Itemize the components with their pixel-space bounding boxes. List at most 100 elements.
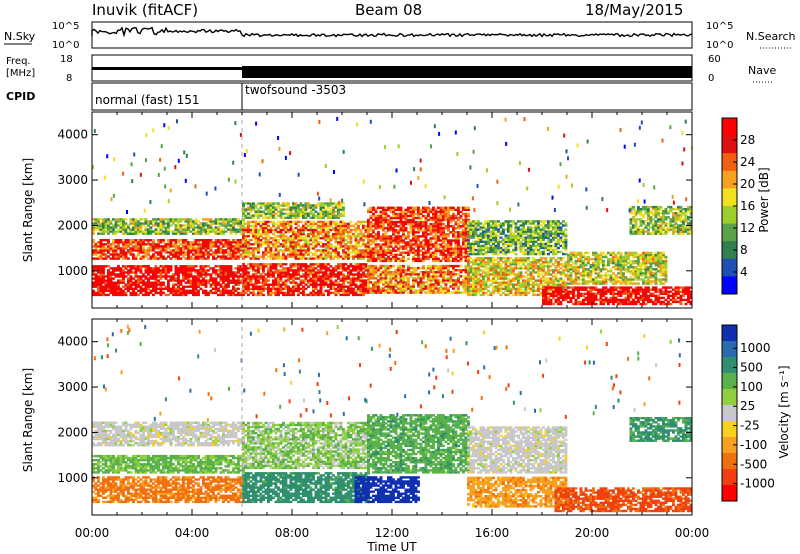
heatmap-cell: [379, 239, 383, 242]
heatmap-cell: [369, 225, 373, 228]
heatmap-cell: [402, 231, 405, 234]
heatmap-cell: [287, 216, 290, 219]
heatmap-cell: [114, 267, 118, 270]
heatmap-cell: [394, 271, 398, 274]
heatmap-cell: [177, 222, 180, 225]
heatmap-cell: [512, 277, 515, 280]
heatmap-cell: [229, 281, 233, 284]
heatmap-cell: [257, 275, 260, 278]
heatmap-cell: [362, 224, 365, 228]
heatmap-cell: [439, 287, 443, 290]
heatmap-cell: [257, 293, 260, 297]
heatmap-cell: [417, 259, 420, 263]
heatmap-cell: [372, 283, 375, 286]
heatmap-cell: [474, 277, 478, 280]
heatmap-cell: [499, 283, 503, 286]
heatmap-cell: [274, 283, 278, 286]
heatmap-cell: [332, 232, 335, 236]
heatmap-cell: [452, 259, 455, 263]
heatmap-cell: [424, 216, 428, 220]
heatmap-cell: [252, 208, 255, 211]
heatmap-cell: [237, 275, 240, 278]
heatmap-cell: [149, 255, 153, 258]
heatmap-cell: [147, 287, 150, 290]
heatmap-cell: [279, 271, 283, 274]
heatmap-cell: [92, 241, 95, 244]
heatmap-cell: [282, 239, 285, 242]
heatmap-cell: [97, 267, 100, 270]
heatmap-cell: [99, 293, 103, 297]
heatmap-cell: [174, 283, 178, 286]
heatmap-cell: [402, 283, 405, 286]
heatmap-cell: [132, 241, 135, 244]
heatmap-cell: [217, 218, 220, 221]
heatmap-cell: [519, 291, 523, 295]
heatmap-cell: [259, 220, 263, 224]
heatmap-cell: [342, 257, 345, 260]
heatmap-cell: [344, 251, 348, 254]
heatmap-cell: [414, 216, 418, 220]
heatmap-cell: [407, 257, 410, 260]
heatmap-cell: [92, 267, 95, 270]
heatmap-cell: [159, 239, 163, 242]
heatmap-cell: [309, 255, 313, 258]
heatmap-cell: [427, 225, 430, 228]
heatmap-cell: [397, 247, 400, 250]
heatmap-cell: [272, 216, 275, 219]
heatmap-cell: [312, 279, 315, 282]
heatmap-cell: [494, 289, 498, 292]
heatmap-cell: [349, 255, 353, 258]
heatmap-cell: [244, 226, 248, 230]
heatmap-cell: [129, 249, 133, 252]
heatmap-cell: [192, 289, 195, 292]
heatmap-cell: [199, 273, 203, 276]
heatmap-cell: [117, 275, 120, 278]
heatmap-cell: [134, 269, 138, 272]
heatmap-cell: [177, 275, 180, 278]
heatmap-cell: [397, 206, 400, 209]
heatmap-cell: [367, 283, 370, 286]
heatmap-cell: [364, 273, 368, 276]
heatmap-cell: [282, 235, 285, 238]
heatmap-cell: [257, 232, 260, 236]
heatmap-cell: [419, 277, 423, 280]
heatmap-cell: [439, 220, 443, 224]
heatmap-cell: [169, 230, 173, 233]
heatmap-cell: [132, 230, 135, 233]
heatmap-cell: [459, 233, 463, 236]
heatmap-cell: [457, 237, 460, 240]
heatmap-cell: [379, 279, 383, 282]
heatmap-cell: [294, 210, 298, 213]
heatmap-cell: [207, 247, 210, 250]
heatmap-cell: [424, 235, 428, 238]
heatmap-cell: [452, 281, 455, 284]
heatmap-cell: [507, 273, 510, 276]
heatmap-cell: [287, 279, 290, 282]
heatmap-cell: [214, 241, 218, 244]
heatmap-cell: [287, 212, 290, 215]
heatmap-cell: [429, 279, 433, 282]
heatmap-cell: [314, 257, 318, 260]
heatmap-cell: [467, 259, 470, 262]
heatmap-cell: [254, 206, 258, 209]
heatmap-cell: [474, 285, 478, 288]
heatmap-cell: [349, 228, 353, 232]
heatmap-cell: [354, 273, 358, 276]
heatmap-cell: [342, 228, 345, 232]
heatmap-cell: [407, 281, 410, 284]
heatmap-cell: [384, 251, 388, 254]
heatmap-cell: [497, 277, 500, 280]
heatmap-cell: [114, 283, 118, 286]
heatmap-cell: [272, 232, 275, 236]
heatmap-cell: [177, 239, 180, 242]
heatmap-cell: [274, 263, 278, 266]
heatmap-cell: [104, 279, 108, 282]
heatmap-cell: [107, 273, 110, 276]
heatmap-cell: [112, 257, 115, 260]
heatmap-cell: [379, 289, 383, 292]
heatmap-cell: [212, 251, 215, 254]
heatmap-cell: [512, 267, 515, 270]
heatmap-cell: [252, 289, 255, 292]
heatmap-cell: [284, 222, 288, 226]
heatmap-cell: [472, 275, 475, 278]
